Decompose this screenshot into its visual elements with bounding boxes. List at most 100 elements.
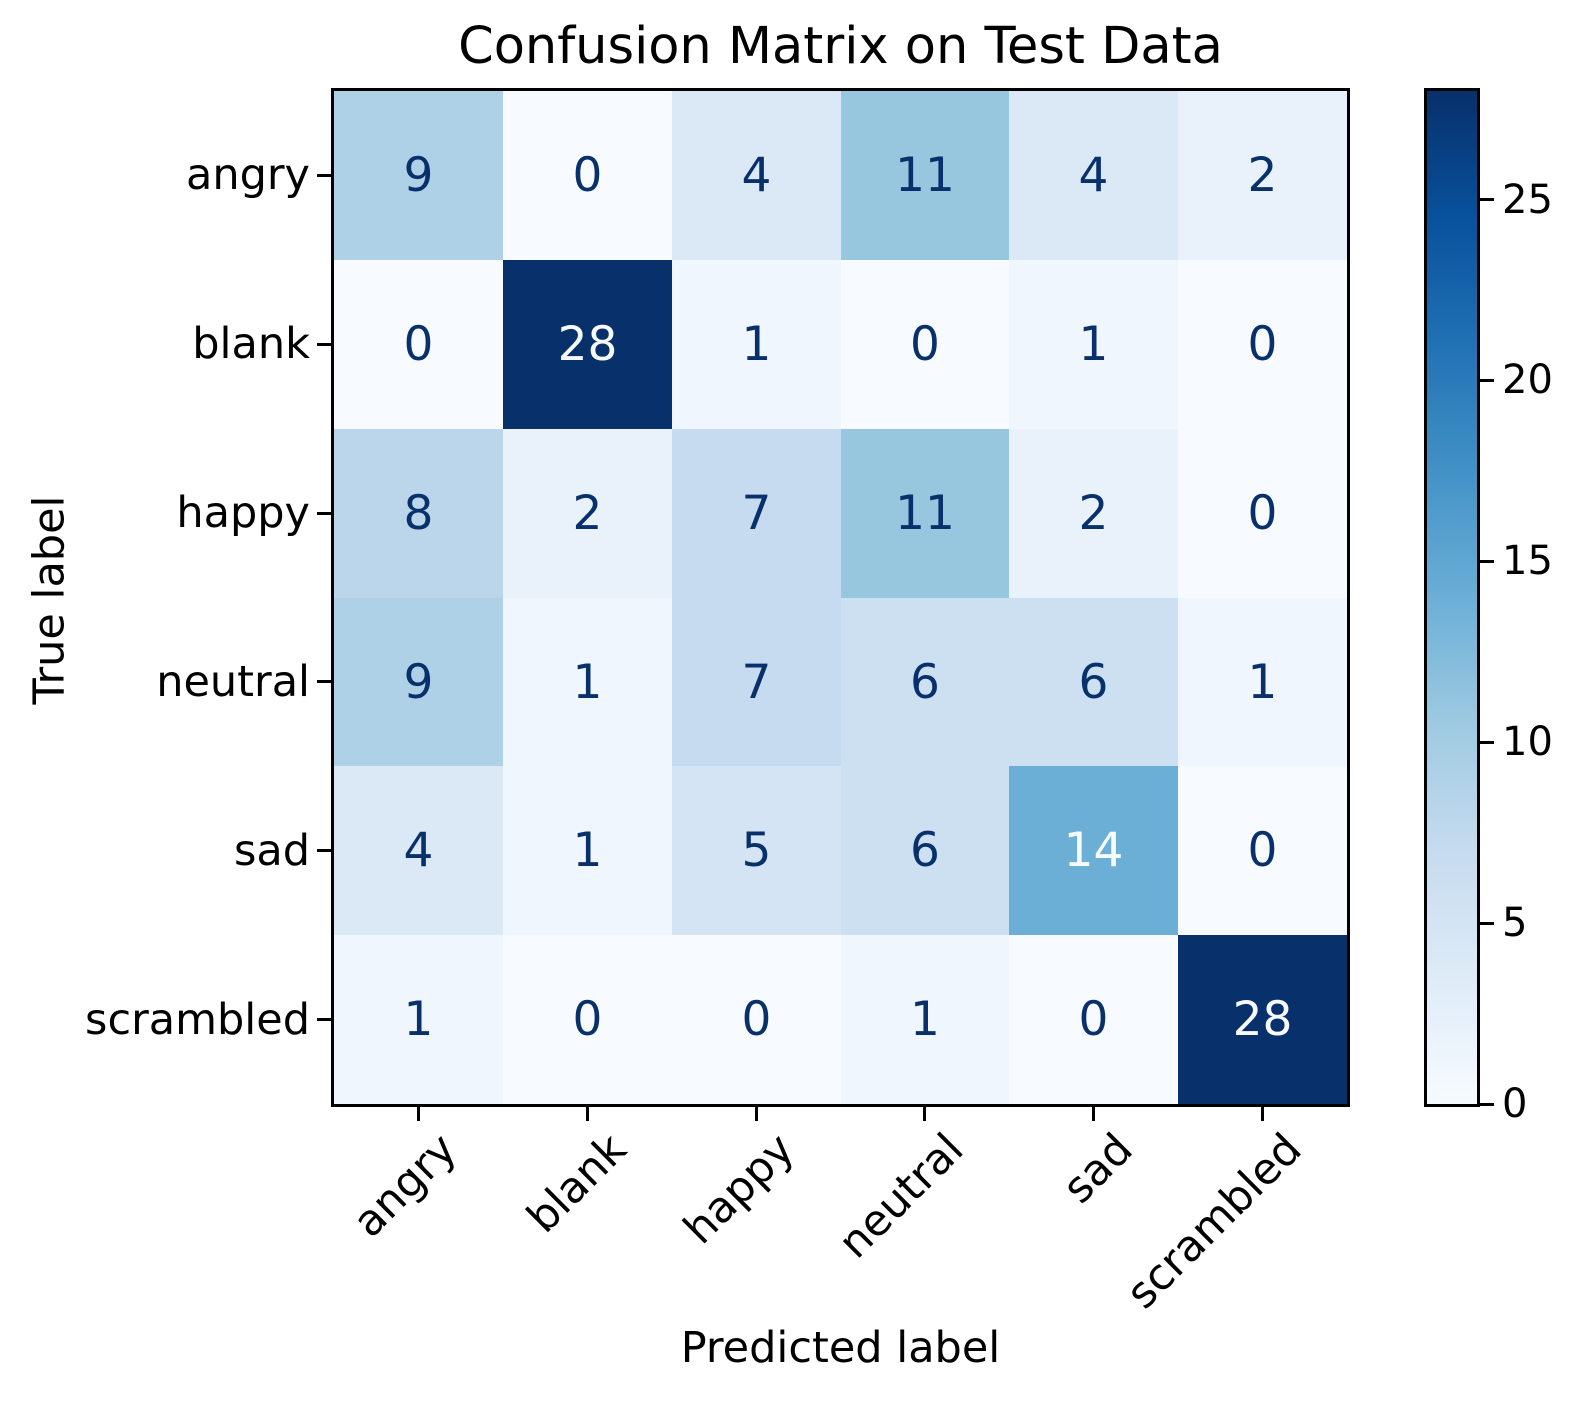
colorbar-tick-label-25: 25 <box>1502 176 1553 223</box>
matrix-cell-blank-blank: 28 <box>503 260 672 429</box>
cell-value: 1 <box>910 992 940 1047</box>
x-tick-label-angry: angry <box>343 1124 467 1248</box>
cell-value: 0 <box>572 148 603 203</box>
cell-value: 0 <box>1247 823 1278 878</box>
y-tick-label-neutral: neutral <box>156 656 310 707</box>
matrix-cell-happy-sad: 2 <box>1009 429 1178 598</box>
y-tick-mark <box>317 173 331 177</box>
cell-value: 0 <box>1247 317 1278 372</box>
cell-value: 9 <box>403 148 434 203</box>
colorbar-tick-mark <box>1480 740 1494 744</box>
cell-value: 0 <box>910 317 940 372</box>
x-tick-mark <box>1261 1107 1265 1121</box>
matrix-cell-sad-blank: 1 <box>503 766 672 935</box>
matrix-cell-neutral-sad: 6 <box>1009 598 1178 766</box>
x-tick-label-neutral: neutral <box>829 1124 974 1269</box>
matrix-cell-scrambled-blank: 0 <box>503 935 672 1104</box>
cell-value: 5 <box>741 823 772 878</box>
colorbar-tick-label-20: 20 <box>1502 357 1553 404</box>
cell-value: 7 <box>741 486 772 541</box>
cell-value: 6 <box>1078 654 1109 710</box>
colorbar-tick-label-0: 0 <box>1502 1081 1528 1127</box>
matrix-cell-angry-sad: 4 <box>1009 91 1178 260</box>
cell-value: 8 <box>403 486 434 541</box>
matrix-cell-blank-scrambled: 0 <box>1178 260 1347 429</box>
x-tick-mark <box>754 1107 758 1121</box>
cell-value: 1 <box>1078 317 1109 372</box>
y-tick-mark <box>317 511 331 515</box>
cell-value: 2 <box>572 486 603 541</box>
cell-value: 0 <box>403 317 434 372</box>
cell-value: 14 <box>1063 823 1124 878</box>
matrix-cell-angry-neutral: 11 <box>841 91 1009 260</box>
matrix-cell-scrambled-happy: 0 <box>672 935 841 1104</box>
matrix-cell-neutral-neutral: 6 <box>841 598 1009 766</box>
matrix-cell-neutral-scrambled: 1 <box>1178 598 1347 766</box>
colorbar-tick-label-5: 5 <box>1502 900 1528 947</box>
cell-value: 28 <box>1232 992 1293 1047</box>
cell-value: 0 <box>572 992 603 1047</box>
cell-value: 11 <box>895 148 955 203</box>
cell-value: 6 <box>910 823 940 878</box>
colorbar-tick-label-10: 10 <box>1502 719 1553 766</box>
x-tick-mark <box>585 1107 589 1121</box>
y-tick-mark <box>317 849 331 853</box>
y-tick-label-sad: sad <box>233 825 310 876</box>
matrix-cell-angry-scrambled: 2 <box>1178 91 1347 260</box>
colorbar-tick-mark <box>1480 378 1494 382</box>
cell-value: 0 <box>741 992 772 1047</box>
cell-value: 0 <box>1247 486 1278 541</box>
matrix-cell-sad-scrambled: 0 <box>1178 766 1347 935</box>
colorbar-tick-mark <box>1480 559 1494 563</box>
heatmap-plot-area: 9 0 4 11 4 2 0 28 1 0 1 0 8 2 7 11 2 0 9 1 7 6 6 1 4 1 5 6 14 0 1 0 0 1 0 2… <box>331 88 1350 1107</box>
matrix-cell-sad-angry: 4 <box>334 766 503 935</box>
matrix-cell-blank-neutral: 0 <box>841 260 1009 429</box>
matrix-cell-scrambled-scrambled: 28 <box>1178 935 1347 1104</box>
cell-value: 7 <box>741 654 772 710</box>
x-tick-mark <box>1092 1107 1096 1121</box>
matrix-cell-happy-scrambled: 0 <box>1178 429 1347 598</box>
matrix-cell-sad-neutral: 6 <box>841 766 1009 935</box>
x-tick-label-blank: blank <box>517 1124 636 1243</box>
x-axis-title: Predicted label <box>680 1323 1001 1373</box>
matrix-cell-scrambled-neutral: 1 <box>841 935 1009 1104</box>
cell-value: 2 <box>1247 148 1278 203</box>
matrix-cell-happy-happy: 7 <box>672 429 841 598</box>
y-tick-mark <box>317 342 331 346</box>
y-tick-label-angry: angry <box>185 150 310 201</box>
x-tick-mark <box>923 1107 927 1121</box>
x-tick-label-sad: sad <box>1053 1124 1143 1214</box>
x-tick-label-scrambled: scrambled <box>1116 1124 1312 1319</box>
matrix-cell-scrambled-angry: 1 <box>334 935 503 1104</box>
cell-value: 6 <box>910 654 940 710</box>
matrix-cell-angry-blank: 0 <box>503 91 672 260</box>
colorbar-tick-mark <box>1480 921 1494 925</box>
cell-value: 1 <box>403 992 434 1047</box>
colorbar-tick-label-15: 15 <box>1502 538 1553 585</box>
cell-value: 0 <box>1078 992 1109 1047</box>
cell-value: 2 <box>1078 486 1109 541</box>
matrix-cell-happy-neutral: 11 <box>841 429 1009 598</box>
cell-value: 4 <box>403 823 434 878</box>
matrix-cell-sad-happy: 5 <box>672 766 841 935</box>
matrix-cell-angry-angry: 9 <box>334 91 503 260</box>
cell-value: 1 <box>572 654 603 710</box>
cell-value: 1 <box>572 823 603 878</box>
chart-title: Confusion Matrix on Test Data <box>458 17 1223 76</box>
y-tick-label-blank: blank <box>192 319 310 370</box>
x-tick-label-happy: happy <box>674 1124 805 1255</box>
y-tick-mark <box>317 1018 331 1022</box>
colorbar-tick-mark <box>1480 198 1494 202</box>
matrix-cell-scrambled-sad: 0 <box>1009 935 1178 1104</box>
cell-value: 4 <box>741 148 772 203</box>
colorbar-tick-mark <box>1480 1102 1494 1106</box>
cell-value: 11 <box>895 486 955 541</box>
cell-value: 28 <box>557 317 618 372</box>
matrix-cell-neutral-happy: 7 <box>672 598 841 766</box>
y-tick-mark <box>317 680 331 684</box>
cell-value: 1 <box>1247 654 1278 710</box>
cell-value: 4 <box>1078 148 1109 203</box>
cell-value: 1 <box>741 317 772 372</box>
cell-value: 9 <box>403 654 434 710</box>
